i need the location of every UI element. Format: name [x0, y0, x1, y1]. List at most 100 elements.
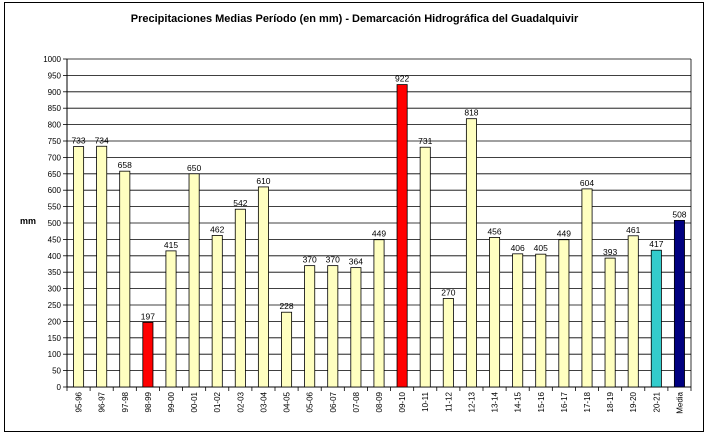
bar-02-03: [234, 208, 246, 388]
x-tick-label: 06-07: [329, 391, 338, 412]
x-tick-label: 08-09: [375, 391, 384, 412]
y-tick-label: 50: [52, 367, 61, 376]
data-label: 650: [187, 163, 201, 173]
y-tick-label: 500: [48, 219, 62, 228]
data-label: 733: [71, 136, 85, 146]
y-tick-label: 750: [48, 137, 62, 146]
x-tick-label: 15-16: [537, 391, 546, 412]
bar-17-18: [581, 188, 593, 388]
y-tick-label: 0: [57, 383, 62, 392]
y-tick-label: 850: [48, 104, 62, 113]
bar-18-19: [604, 257, 616, 388]
bar-95-96: [73, 146, 85, 388]
data-label: 370: [303, 255, 317, 265]
chart-title: Precipitaciones Medias Período (en mm) -…: [130, 13, 579, 25]
bar-13-14: [489, 237, 501, 388]
data-label: 415: [164, 240, 178, 250]
y-tick-label: 100: [48, 350, 62, 359]
data-label: 364: [349, 257, 363, 267]
y-tick-label: 600: [48, 186, 62, 195]
x-tick-label: 05-06: [306, 391, 315, 412]
data-label: 658: [118, 160, 132, 170]
data-label: 456: [487, 226, 501, 236]
bar-00-01: [188, 173, 200, 388]
x-tick-label: 13-14: [491, 391, 500, 412]
x-tick-label: 12-13: [467, 391, 476, 412]
bar-99-00: [165, 250, 177, 388]
x-tick-label: 17-18: [583, 391, 592, 412]
data-label: 922: [395, 74, 409, 84]
x-tick-label: 14-15: [514, 391, 523, 412]
y-tick-label: 800: [48, 121, 62, 130]
bar-01-02: [211, 235, 223, 388]
data-label: 370: [326, 255, 340, 265]
y-tick-label: 250: [48, 301, 62, 310]
data-label: 508: [672, 209, 686, 219]
data-label: 449: [372, 229, 386, 239]
data-label: 462: [210, 224, 224, 234]
data-label: 731: [418, 136, 432, 146]
data-label: 461: [626, 225, 640, 235]
data-label: 406: [511, 243, 525, 253]
x-tick-label: 09-10: [398, 391, 407, 412]
x-tick-label: 01-02: [213, 391, 222, 412]
data-label: 818: [464, 108, 478, 118]
bar-09-10: [396, 84, 408, 388]
data-label: 734: [95, 135, 109, 145]
bar-Media: [673, 219, 685, 388]
bar-08-09: [373, 239, 385, 388]
data-label: 405: [534, 243, 548, 253]
x-tick-label: 04-05: [283, 391, 292, 412]
bar-11-12: [442, 298, 454, 388]
data-label: 393: [603, 247, 617, 257]
y-tick-label: 900: [48, 88, 62, 97]
bar-97-98: [119, 170, 131, 388]
y-tick-label: 950: [48, 71, 62, 80]
x-tick-label: 16-17: [560, 391, 569, 412]
x-tick-label: 19-20: [629, 391, 638, 412]
y-tick-label: 650: [48, 170, 62, 179]
bar-12-13: [465, 118, 477, 388]
x-tick-label: 95-96: [75, 391, 84, 412]
bar-98-99: [142, 321, 154, 388]
y-tick-label: 300: [48, 285, 62, 294]
y-axis-label: mm: [20, 216, 37, 226]
data-label: 417: [649, 239, 663, 249]
data-label: 197: [141, 311, 155, 321]
x-tick-label: 98-99: [144, 391, 153, 412]
x-tick-label: 18-19: [606, 391, 615, 412]
bar-07-08: [350, 267, 362, 388]
data-label: 542: [233, 198, 247, 208]
y-tick-label: 400: [48, 252, 62, 261]
x-tick-label: 99-00: [167, 391, 176, 412]
y-tick-label: 700: [48, 153, 62, 162]
x-tick-label: 11-12: [444, 391, 453, 411]
x-tick-label: 20-21: [652, 391, 661, 412]
y-tick-label: 200: [48, 317, 62, 326]
data-label: 228: [279, 301, 293, 311]
data-label: 610: [256, 176, 270, 186]
bar-19-20: [627, 235, 639, 388]
y-tick-label: 150: [48, 334, 62, 343]
x-tick-label: 07-08: [352, 391, 361, 412]
y-tick-label: 1000: [43, 55, 61, 64]
x-tick-label: 02-03: [236, 391, 245, 412]
x-tick-label: 96-97: [98, 391, 107, 412]
bar-14-15: [512, 253, 524, 388]
bar-20-21: [650, 249, 662, 388]
bar-96-97: [96, 145, 108, 388]
data-label: 449: [557, 229, 571, 239]
x-tick-label: 10-11: [421, 391, 430, 411]
y-tick-label: 350: [48, 268, 62, 277]
bar-10-11: [419, 146, 431, 388]
x-tick-label: 03-04: [259, 391, 268, 412]
data-label: 270: [441, 287, 455, 297]
bar-06-07: [327, 265, 339, 388]
x-tick-label: Media: [675, 391, 684, 413]
bar-03-04: [257, 186, 269, 388]
x-tick-label: 97-98: [121, 391, 130, 412]
y-tick-label: 550: [48, 203, 62, 212]
bar-16-17: [558, 239, 570, 388]
bar-05-06: [304, 265, 316, 388]
